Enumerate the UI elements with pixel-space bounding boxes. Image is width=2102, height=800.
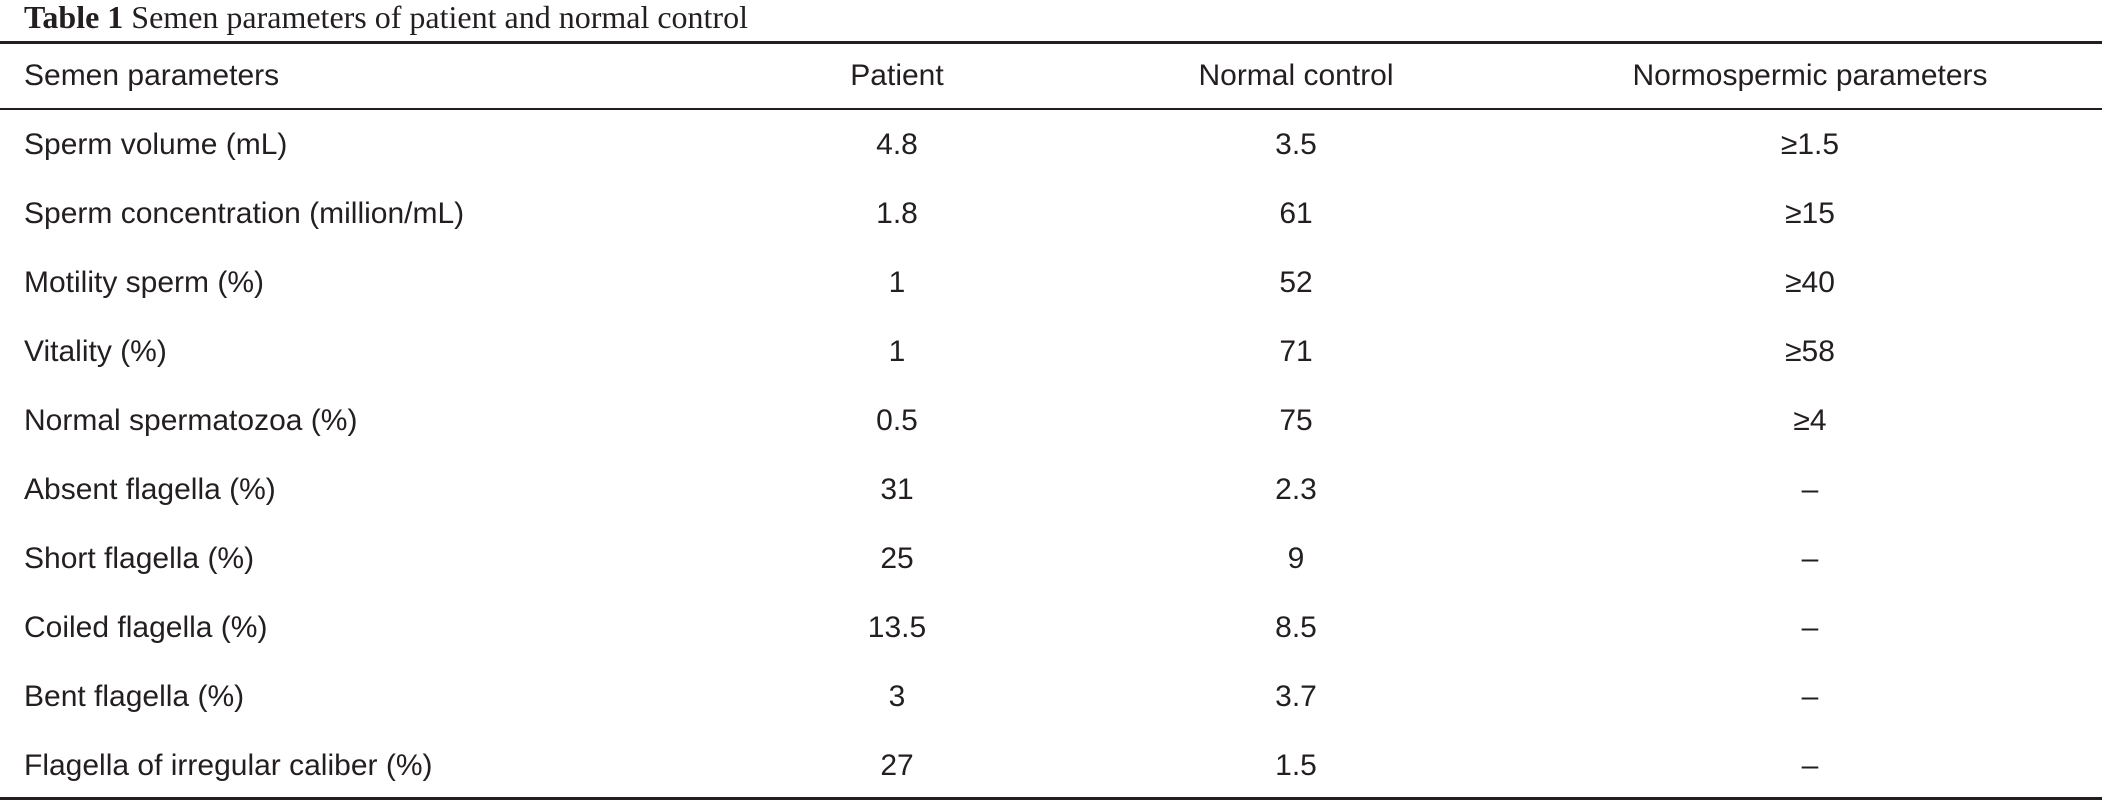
- table-row: Sperm concentration (million/mL) 1.8 61 …: [0, 179, 2102, 248]
- table-cell: 0.5: [876, 403, 918, 437]
- table-cell: 13.5: [867, 610, 927, 644]
- table-cell: 71: [1279, 334, 1313, 368]
- table-row: Bent flagella (%) 3 3.7 –: [0, 662, 2102, 731]
- column-header: Normospermic parameters: [1632, 59, 1988, 92]
- table-cell: –: [1801, 748, 1819, 782]
- table-cell: 1: [888, 334, 906, 368]
- table-header-row: Semen parameters Patient Normal control …: [0, 44, 2102, 108]
- table-cell: 2.3: [1275, 472, 1317, 506]
- table-row: Flagella of irregular caliber (%) 27 1.5…: [0, 731, 2102, 800]
- table-cell: 3: [888, 679, 906, 713]
- table-cell: Coiled flagella (%): [24, 610, 268, 644]
- table-top-rule: [0, 41, 2102, 44]
- table-cell: 1.5: [1275, 748, 1317, 782]
- table-cell: –: [1801, 541, 1819, 575]
- table-cell: ≥40: [1785, 265, 1835, 299]
- semen-parameters-table: Semen parameters Patient Normal control …: [0, 44, 2102, 782]
- table-cell: 52: [1279, 265, 1313, 299]
- table-header-rule: [0, 108, 2102, 110]
- table-row: Short flagella (%) 25 9 –: [0, 524, 2102, 593]
- table-cell: ≥15: [1785, 196, 1835, 230]
- table-row: Absent flagella (%) 31 2.3 –: [0, 455, 2102, 524]
- table-cell: –: [1801, 472, 1819, 506]
- column-header: Semen parameters: [24, 59, 280, 92]
- table-cell: 1.8: [876, 196, 918, 230]
- table-caption-label: Table 1: [24, 0, 124, 35]
- table-row: Vitality (%) 1 71 ≥58: [0, 317, 2102, 386]
- table-cell: 9: [1287, 541, 1305, 575]
- table-cell: 1: [888, 265, 906, 299]
- table-caption-text: Semen parameters of patient and normal c…: [131, 0, 748, 35]
- table-cell: ≥1.5: [1780, 127, 1840, 161]
- table-cell: ≥4: [1793, 403, 1827, 437]
- table-cell: 61: [1279, 196, 1313, 230]
- column-header: Normal control: [1198, 59, 1394, 92]
- table-cell: 3.7: [1275, 679, 1317, 713]
- table-cell: ≥58: [1785, 334, 1835, 368]
- table-cell: Normal spermatozoa (%): [24, 403, 358, 437]
- table-bottom-rule: [0, 797, 2102, 800]
- table-caption: Table 1 Semen parameters of patient and …: [24, 0, 748, 38]
- table-cell: 25: [880, 541, 914, 575]
- table-cell: Short flagella (%): [24, 541, 255, 575]
- table-cell: 3.5: [1275, 127, 1317, 161]
- column-header: Patient: [850, 59, 944, 92]
- table-body: Sperm volume (mL) 4.8 3.5 ≥1.5 Sperm con…: [0, 110, 2102, 800]
- table-cell: Vitality (%): [24, 334, 167, 368]
- table-cell: Bent flagella (%): [24, 679, 245, 713]
- table-cell: Flagella of irregular caliber (%): [24, 748, 433, 782]
- table-cell: Sperm volume (mL): [24, 127, 288, 161]
- table-row: Normal spermatozoa (%) 0.5 75 ≥4: [0, 386, 2102, 455]
- table-cell: –: [1801, 679, 1819, 713]
- table-cell: Motility sperm (%): [24, 265, 265, 299]
- table-cell: Sperm concentration (million/mL): [24, 196, 465, 230]
- table-row: Coiled flagella (%) 13.5 8.5 –: [0, 593, 2102, 662]
- table-cell: 4.8: [876, 127, 918, 161]
- table-cell: 8.5: [1275, 610, 1317, 644]
- table-cell: –: [1801, 610, 1819, 644]
- table-cell: 31: [880, 472, 914, 506]
- table-row: Sperm volume (mL) 4.8 3.5 ≥1.5: [0, 110, 2102, 179]
- table-row: Motility sperm (%) 1 52 ≥40: [0, 248, 2102, 317]
- table-cell: 75: [1279, 403, 1313, 437]
- table-cell: Absent flagella (%): [24, 472, 276, 506]
- table-cell: 27: [880, 748, 914, 782]
